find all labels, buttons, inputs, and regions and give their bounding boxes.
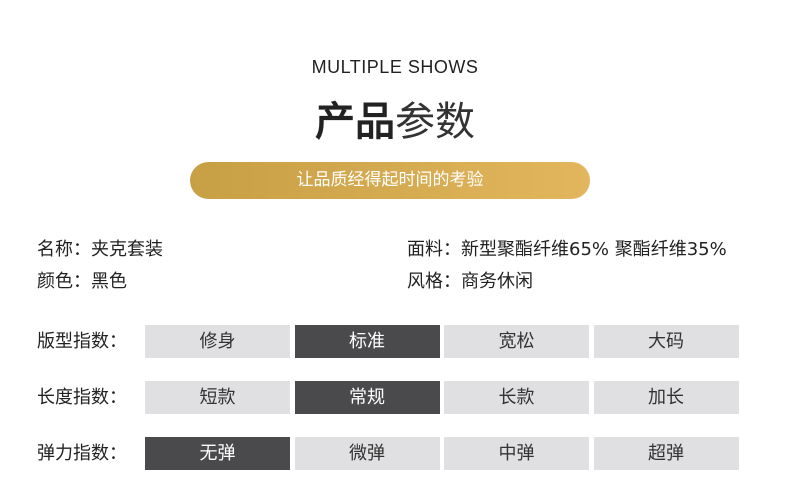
info-label: 颜色： <box>37 271 91 292</box>
option: 宽松 <box>444 325 589 358</box>
info-value: 新型聚酯纤维65% 聚酯纤维35% <box>461 239 727 260</box>
option: 中弹 <box>444 437 589 470</box>
info-label: 面料： <box>407 239 461 260</box>
info-value: 商务休闲 <box>461 271 533 292</box>
info-value: 夹克套装 <box>91 239 163 260</box>
info-value: 黑色 <box>91 271 127 292</box>
index-label: 弹力指数： <box>37 443 127 464</box>
option: 长款 <box>444 381 589 414</box>
option: 大码 <box>593 325 739 358</box>
info-label: 名称： <box>37 239 91 260</box>
slogan-banner: 让品质经得起时间的考验 <box>190 162 590 199</box>
option: 修身 <box>145 325 290 358</box>
subtitle: MULTIPLE SHOWS <box>311 57 479 77</box>
index-label: 版型指数： <box>37 331 127 352</box>
title-bold: 产品 <box>315 99 395 145</box>
option: 短款 <box>145 381 290 414</box>
info-field: 面料：新型聚酯纤维65% 聚酯纤维35% <box>407 238 727 262</box>
title-light: 参数 <box>395 99 475 145</box>
info-field: 风格：商务休闲 <box>407 270 533 294</box>
option-selected: 无弹 <box>145 437 290 470</box>
title: 产品参数 <box>0 96 790 148</box>
index-label: 长度指数： <box>37 387 127 408</box>
info-field: 颜色：黑色 <box>37 270 127 294</box>
option: 加长 <box>593 381 739 414</box>
info-label: 风格： <box>407 271 461 292</box>
info-field: 名称：夹克套装 <box>37 238 163 262</box>
option: 超弹 <box>593 437 739 470</box>
option-selected: 标准 <box>294 325 440 358</box>
option: 微弹 <box>294 437 440 470</box>
option-selected: 常规 <box>294 381 440 414</box>
